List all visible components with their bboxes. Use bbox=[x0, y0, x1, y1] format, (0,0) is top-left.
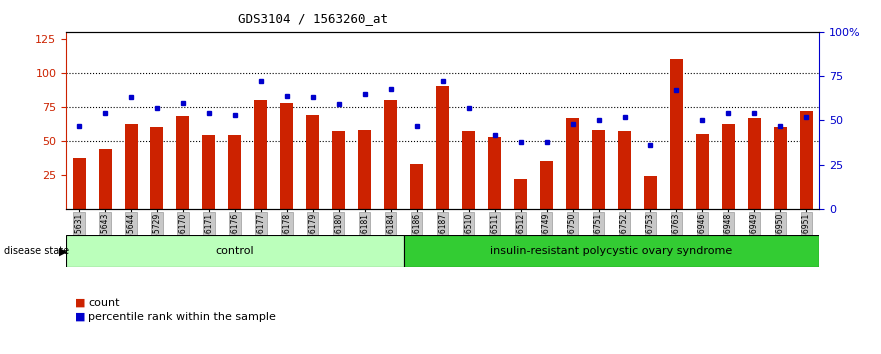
Bar bbox=[332, 131, 345, 209]
Text: control: control bbox=[216, 246, 255, 256]
Bar bbox=[255, 100, 267, 209]
Bar bbox=[72, 159, 85, 209]
Bar bbox=[436, 86, 449, 209]
Bar bbox=[515, 179, 527, 209]
Bar bbox=[359, 130, 371, 209]
Bar bbox=[411, 164, 423, 209]
Bar bbox=[176, 116, 189, 209]
Bar bbox=[203, 135, 216, 209]
Text: GDS3104 / 1563260_at: GDS3104 / 1563260_at bbox=[238, 12, 388, 25]
Text: insulin-resistant polycystic ovary syndrome: insulin-resistant polycystic ovary syndr… bbox=[491, 246, 733, 256]
Bar bbox=[670, 59, 683, 209]
Bar bbox=[748, 118, 761, 209]
Bar bbox=[463, 131, 475, 209]
Bar bbox=[774, 127, 787, 209]
Text: ▶: ▶ bbox=[59, 246, 68, 256]
Bar bbox=[228, 135, 241, 209]
Bar bbox=[696, 134, 709, 209]
Bar bbox=[722, 125, 735, 209]
Bar bbox=[99, 149, 112, 209]
Bar bbox=[384, 100, 397, 209]
Bar bbox=[280, 103, 293, 209]
Bar bbox=[488, 137, 501, 209]
Bar bbox=[644, 176, 657, 209]
Bar bbox=[151, 127, 164, 209]
Text: percentile rank within the sample: percentile rank within the sample bbox=[88, 312, 276, 322]
Bar bbox=[592, 130, 605, 209]
Bar bbox=[800, 111, 813, 209]
Bar bbox=[566, 118, 579, 209]
Text: ■: ■ bbox=[75, 312, 85, 322]
Bar bbox=[66, 235, 403, 267]
Bar bbox=[403, 235, 819, 267]
Text: count: count bbox=[88, 298, 120, 308]
Bar bbox=[618, 131, 631, 209]
Bar bbox=[540, 161, 553, 209]
Text: ■: ■ bbox=[75, 298, 85, 308]
Text: disease state: disease state bbox=[4, 246, 70, 256]
Bar bbox=[307, 115, 319, 209]
Bar bbox=[124, 125, 137, 209]
